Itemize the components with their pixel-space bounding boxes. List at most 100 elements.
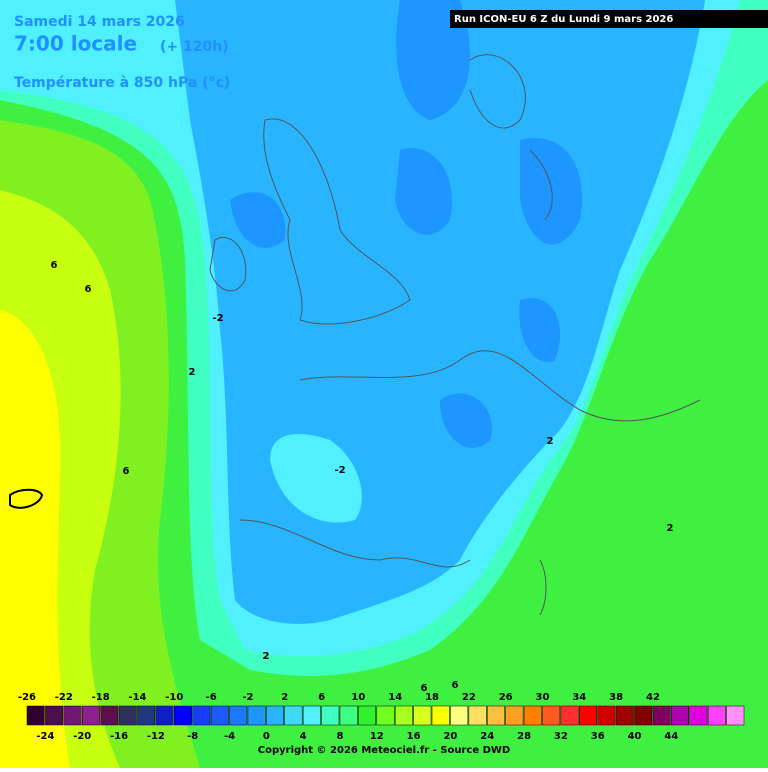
legend-tick-label: -18 (92, 692, 110, 703)
legend-swatch (726, 705, 745, 726)
legend-tick-label: -12 (147, 731, 165, 742)
legend-swatch (81, 705, 100, 726)
legend-swatch (689, 705, 708, 726)
legend-tick-label: -4 (224, 731, 235, 742)
legend-swatch (450, 705, 469, 726)
legend-tick-label: 44 (664, 731, 678, 742)
legend-tick-label: -24 (36, 731, 54, 742)
date-label: Samedi 14 mars 2026 (14, 14, 185, 30)
legend-tick-label: -26 (18, 692, 36, 703)
legend-tick-label: 10 (351, 692, 365, 703)
legend-swatch (579, 705, 597, 726)
legend-swatch (339, 705, 358, 726)
legend-tick-label: 4 (300, 731, 307, 742)
legend-tick-label: 22 (462, 692, 476, 703)
legend-tick-label: 42 (646, 692, 660, 703)
legend-swatch (542, 705, 561, 726)
legend-tick-label: 38 (609, 692, 623, 703)
lead-label: (+ 120h) (160, 39, 229, 55)
legend-swatch (394, 705, 413, 726)
legend-tick-label: -16 (110, 731, 128, 742)
legend-swatch (707, 705, 726, 726)
legend-tick-label: 26 (499, 692, 513, 703)
time-label: 7:00 locale (14, 32, 137, 56)
legend-swatch (284, 705, 303, 726)
cold-zone (270, 434, 362, 523)
legend-swatch (468, 705, 487, 726)
legend-tick-label: 36 (591, 731, 605, 742)
legend-tick-label: 14 (388, 692, 402, 703)
legend-swatch (358, 705, 377, 726)
copyright: Copyright © 2026 Meteociel.fr - Source D… (258, 745, 510, 756)
coastlines (209, 54, 701, 616)
legend-swatch (376, 705, 395, 726)
legend-swatch (174, 705, 192, 726)
legend-swatch (100, 705, 119, 726)
legend-swatch (615, 705, 634, 726)
colder-patch (230, 0, 582, 448)
contour (9, 488, 44, 509)
legend-tick-label: -10 (165, 692, 183, 703)
legend-tick-label: 2 (281, 692, 288, 703)
contour-label: 6 (123, 466, 130, 477)
legend-swatch (652, 705, 671, 726)
contour-label: 6 (85, 284, 92, 295)
legend-tick-label: -2 (242, 692, 253, 703)
legend-swatch (210, 705, 229, 726)
legend-swatch (192, 705, 211, 726)
legend-tick-label: 30 (536, 692, 550, 703)
legend-swatch (634, 705, 653, 726)
legend-tick-label: 40 (628, 731, 642, 742)
legend-tick-label: 18 (425, 692, 439, 703)
run-banner (450, 10, 768, 28)
legend-swatch (63, 705, 82, 726)
hot-zone (0, 310, 70, 768)
legend-tick-label: 28 (517, 731, 531, 742)
legend-swatch (302, 705, 321, 726)
legend-swatch (229, 705, 248, 726)
legend-tick-label: -22 (55, 692, 73, 703)
legend-tick-label: 32 (554, 731, 568, 742)
legend-swatch (523, 705, 542, 726)
legend-tick-label: 34 (572, 692, 586, 703)
legend-swatch (560, 705, 579, 726)
legend-tick-label: 20 (443, 731, 457, 742)
legend-tick-label: 24 (480, 731, 494, 742)
contour-label: -2 (334, 465, 345, 476)
contour-label: -2 (212, 313, 223, 324)
legend-tick-label: 12 (370, 731, 384, 742)
legend-swatch (137, 705, 156, 726)
legend-tick-label: 8 (336, 731, 343, 742)
legend-swatch (45, 705, 64, 726)
legend-tick-label: -20 (73, 731, 91, 742)
legend-swatch (671, 705, 690, 726)
legend-swatch (505, 705, 524, 726)
legend-swatch (266, 705, 284, 726)
contour-label: 6 (421, 683, 428, 694)
legend-swatch (247, 705, 266, 726)
contour-label: 2 (547, 436, 554, 447)
legend-swatch (413, 705, 432, 726)
legend-swatch (597, 705, 616, 726)
field-label: Température à 850 hPa (°c) (14, 75, 230, 91)
legend-tick-label: 6 (318, 692, 325, 703)
contour-label: 6 (51, 260, 58, 271)
legend-tick-label: -6 (206, 692, 217, 703)
legend-tick-label: -14 (128, 692, 146, 703)
contour-label: 6 (452, 680, 459, 691)
legend-swatch (321, 705, 340, 726)
contour-label: 2 (667, 523, 674, 534)
legend-tick-label: 0 (263, 731, 270, 742)
legend-tick-label: 16 (407, 731, 421, 742)
legend-swatch (118, 705, 137, 726)
legend-swatch (487, 705, 505, 726)
legend-swatch (26, 705, 45, 726)
legend-tick-label: -8 (187, 731, 198, 742)
run-label: Run ICON-EU 6 Z du Lundi 9 mars 2026 (454, 14, 673, 25)
contour-label: 2 (263, 651, 270, 662)
legend-swatch (155, 705, 174, 726)
contour-label: 2 (189, 367, 196, 378)
legend-swatch (431, 705, 450, 726)
